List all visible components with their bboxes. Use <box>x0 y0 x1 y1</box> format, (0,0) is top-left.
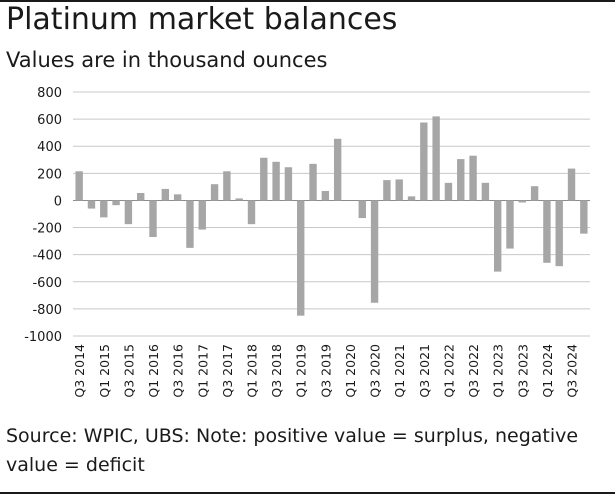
y-tick-label: 0 <box>54 194 62 209</box>
bar <box>149 200 157 238</box>
y-tick-label: -1000 <box>24 330 62 345</box>
x-tick-label: Q3 2022 <box>466 344 481 398</box>
bar <box>137 192 145 201</box>
bar <box>100 200 108 218</box>
bar <box>555 200 563 267</box>
y-axis-tick-labels: 800 600 400 200 0 -200 -400 -600 -800 -1000 <box>24 86 62 345</box>
y-tick-label: 200 <box>37 167 62 182</box>
bar <box>297 200 305 316</box>
bar <box>186 200 194 248</box>
bar <box>124 200 133 225</box>
y-tick-label: -800 <box>32 303 62 318</box>
bar <box>506 200 514 249</box>
x-tick-label: Q1 2020 <box>343 344 358 398</box>
bar <box>493 200 502 272</box>
bar <box>530 186 539 201</box>
x-tick-label: Q1 2015 <box>97 344 112 398</box>
bar <box>247 200 256 225</box>
bar <box>333 138 342 201</box>
x-tick-label: Q1 2021 <box>392 344 407 398</box>
x-tick-label: Q3 2024 <box>565 344 580 398</box>
bar <box>173 194 182 201</box>
x-tick-label: Q3 2016 <box>171 344 186 398</box>
bar <box>223 171 231 201</box>
bar <box>75 171 83 201</box>
x-tick-label: Q1 2017 <box>195 344 210 398</box>
x-tick-label: Q1 2024 <box>540 344 555 398</box>
bar <box>432 116 440 201</box>
top-rule <box>0 0 615 2</box>
x-tick-label: Q3 2021 <box>417 344 432 398</box>
x-tick-label: Q3 2017 <box>220 344 235 398</box>
bar <box>309 163 317 201</box>
bar <box>284 167 293 201</box>
bar <box>161 188 170 201</box>
bar <box>112 200 120 206</box>
bar <box>543 200 551 263</box>
bar <box>358 200 366 219</box>
bar-series <box>75 116 588 316</box>
chart-subtitle: Values are in thousand ounces <box>6 48 328 72</box>
x-tick-label: Q1 2019 <box>294 344 309 398</box>
x-tick-label: Q1 2016 <box>146 344 161 398</box>
bar <box>210 184 219 201</box>
x-tick-label: Q3 2018 <box>269 344 284 398</box>
x-tick-label: Q1 2023 <box>491 344 506 398</box>
bar <box>321 190 330 201</box>
bar <box>370 200 379 303</box>
bar <box>518 200 526 203</box>
x-tick-label: Q1 2022 <box>441 344 456 398</box>
bar <box>198 200 206 230</box>
x-tick-label: Q3 2015 <box>121 344 136 398</box>
bar <box>580 200 588 234</box>
chart-title: Platinum market balances <box>6 2 398 37</box>
y-tick-label: 400 <box>37 140 62 155</box>
x-tick-label: Q3 2023 <box>515 344 530 398</box>
x-tick-label: Q1 2018 <box>244 344 259 398</box>
bar <box>444 182 453 201</box>
y-tick-label: 600 <box>37 113 62 128</box>
bar <box>469 155 477 201</box>
bar <box>567 168 576 201</box>
bar <box>272 161 280 201</box>
y-tick-label: -600 <box>32 276 62 291</box>
bar <box>395 179 403 201</box>
bar <box>383 180 391 201</box>
x-axis-tick-labels: Q3 2014 Q1 2015 Q3 2015 Q1 2016 Q3 2016 Q1 20… <box>72 344 579 398</box>
y-tick-label: -200 <box>32 222 62 237</box>
bar <box>235 198 243 201</box>
x-tick-label: Q3 2019 <box>318 344 333 398</box>
bar <box>420 122 428 201</box>
bar <box>407 196 416 201</box>
gridlines <box>73 91 590 337</box>
bottom-rule <box>0 492 615 494</box>
bar-chart: 800 600 400 200 0 -200 -400 -600 -800 -1000 Q3 20… <box>24 86 590 398</box>
bar <box>457 159 465 201</box>
x-tick-label: Q3 2020 <box>368 344 383 398</box>
bar <box>260 157 268 201</box>
bar <box>87 200 96 209</box>
y-tick-label: -400 <box>32 249 62 264</box>
source-note: Source: WPIC, UBS: Note: positive value … <box>6 425 579 476</box>
bar <box>481 182 490 201</box>
x-tick-label: Q3 2014 <box>72 344 87 398</box>
y-tick-label: 800 <box>37 86 62 101</box>
